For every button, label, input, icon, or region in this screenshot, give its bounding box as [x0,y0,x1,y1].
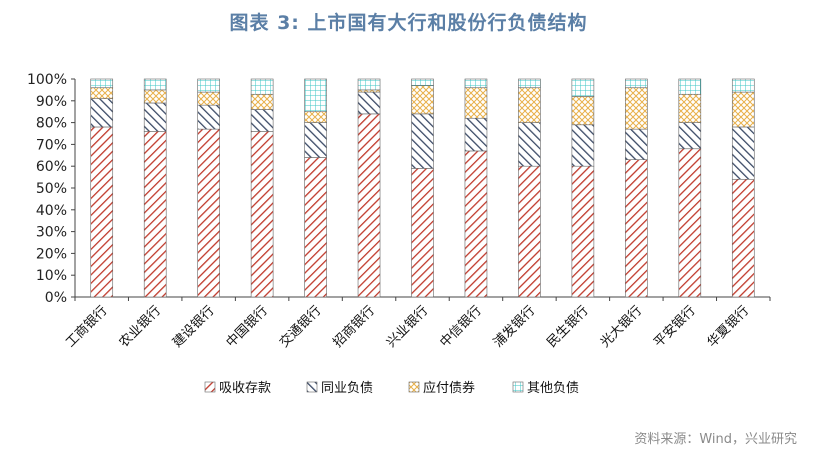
bar-segment [571,124,595,167]
bar-segment [464,117,488,152]
x-tick-label: 兴业银行 [384,303,431,350]
chart-legend: 吸收存款 同业负债 应付债券 其他负债 [204,380,579,396]
bar-segment [250,131,274,298]
legend-swatch [204,381,216,393]
y-tick-label: 0% [45,290,67,306]
x-tick-label: 交通银行 [276,303,324,351]
bar-segment [197,91,220,106]
bar-segment [464,87,488,119]
bar-segment [678,148,702,298]
bar-segment [250,78,274,95]
x-axis-labels: 工商银行 农业银行 建设银行 中国银行 交通银行 招商银行 兴业银行 中信银行 浦发银行 民生银行… [63,303,752,351]
bar-segment [625,78,648,89]
bar-segment [143,89,167,104]
bar-segment [731,178,755,298]
chart-title: 图表 3: 上市国有大行和股份行负债结构 [229,12,588,34]
y-tick-label: 90% [36,94,67,110]
x-tick-label: 浦发银行 [490,303,538,351]
bar-segment [90,87,114,99]
bar-segment [571,96,595,126]
bar-segment [731,78,755,93]
legend-label: 应付债券 [423,380,475,396]
y-tick-label: 50% [36,181,67,197]
y-tick-label: 40% [36,203,67,219]
bar-segment [678,78,702,95]
legend-label: 同业负债 [321,381,373,396]
bar-segment [411,85,434,115]
bar-segment [464,78,488,89]
chart-bars [90,78,755,298]
bar-segment [143,78,167,91]
bar-segment [143,131,167,298]
bar-segment [678,122,702,150]
bar-segment [625,128,648,160]
bar-segment [250,93,274,110]
x-tick-label: 中国银行 [224,303,271,350]
bar-segment [304,157,327,298]
bar-segment [143,102,167,132]
bar-segment [518,78,541,89]
bar-segment [90,78,114,89]
bar-segment [357,78,381,91]
x-tick-label: 工商银行 [63,303,110,350]
x-tick-label: 光大银行 [598,303,645,350]
bar-segment [571,78,595,97]
x-tick-label: 招商银行 [330,303,377,350]
bar-segment [304,111,327,123]
y-tick-label: 10% [36,268,67,284]
x-tick-label: 农业银行 [117,303,164,350]
bar-segment [357,89,381,93]
bar-segment [518,122,541,167]
bar-segment [304,78,327,113]
x-tick-label: 民生银行 [544,303,591,350]
source-note: 资料来源：Wind，兴业研究 [634,432,797,447]
y-tick-label: 80% [36,116,67,132]
bar-segment [678,93,702,123]
bar-segment [464,150,488,298]
bar-segment [197,128,220,298]
y-tick-label: 60% [36,159,67,175]
bar-segment [625,87,648,130]
bar-segment [357,91,381,115]
legend-swatch [408,381,420,393]
y-tick-label: 70% [36,137,67,153]
bar-segment [731,126,755,180]
bar-segment [197,78,220,93]
bar-segment [411,78,434,86]
bar-segment [250,109,274,132]
bar-segment [411,113,434,169]
chart-axes: 0% 10% 20% 30% 40% 50% 60% 70% 80% 90% 100% [27,72,771,306]
legend-swatch [512,381,524,393]
x-tick-label: 华夏银行 [705,303,752,350]
bar-segment [304,122,327,158]
x-tick-label: 中信银行 [437,303,484,350]
legend-label: 吸收存款 [219,381,271,396]
bar-segment [518,165,541,298]
bar-segment [731,91,755,128]
y-tick-label: 30% [36,225,67,241]
bar-segment [90,98,114,128]
bar-segment [571,165,595,298]
bar-segment [518,87,541,123]
bar-segment [90,126,114,298]
bar-segment [357,113,381,298]
legend-label: 其他负债 [527,381,579,396]
y-tick-label: 100% [27,72,67,88]
legend-swatch [306,381,318,393]
bar-segment [625,159,648,298]
x-tick-label: 平安银行 [651,303,698,350]
bar-segment [411,168,434,298]
bar-segment [197,104,220,130]
x-tick-label: 建设银行 [170,303,217,350]
y-tick-label: 20% [36,246,67,262]
